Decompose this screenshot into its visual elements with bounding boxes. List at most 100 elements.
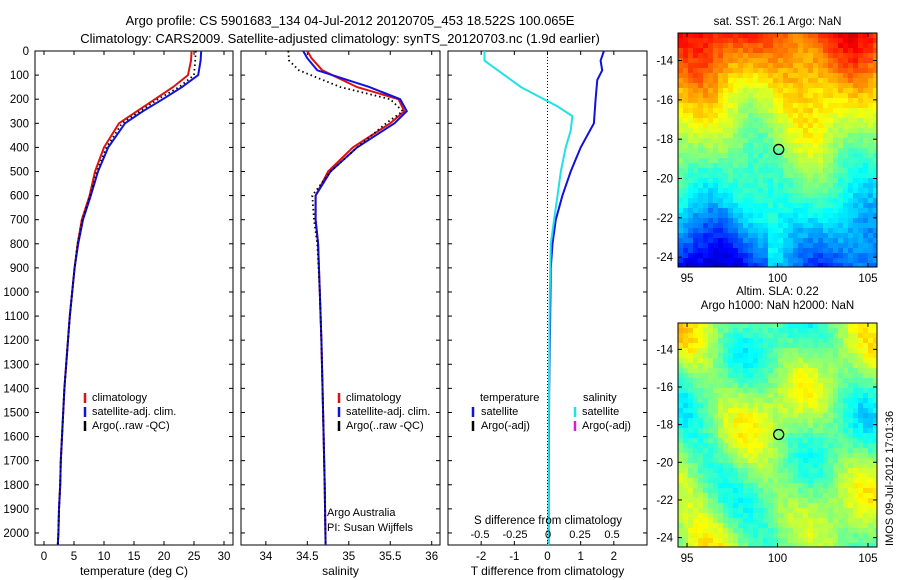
map-cell xyxy=(823,373,828,378)
map-cell xyxy=(803,408,808,413)
map-cell xyxy=(793,443,798,448)
map-cell xyxy=(708,53,713,58)
map-cell xyxy=(873,438,877,443)
map-cell xyxy=(863,243,868,248)
map-cell xyxy=(868,388,873,393)
map-cell xyxy=(793,433,798,438)
map-cell xyxy=(838,373,843,378)
map-cell xyxy=(803,103,808,108)
map-cell xyxy=(703,233,708,238)
map-cell xyxy=(748,453,753,458)
map-cell xyxy=(688,248,693,253)
map-cell xyxy=(733,473,738,478)
map-cell xyxy=(763,428,768,433)
map-cell xyxy=(728,248,733,253)
map-cell xyxy=(703,203,708,208)
map-cell xyxy=(788,108,793,113)
map-cell xyxy=(788,363,793,368)
map-cell xyxy=(738,178,743,183)
map-cell xyxy=(818,448,823,453)
map-cell xyxy=(783,443,788,448)
map-cell xyxy=(833,358,838,363)
map-cell xyxy=(863,73,868,78)
difference-x-tick-label: -1 xyxy=(509,551,519,563)
map-cell xyxy=(828,58,833,63)
map-cell xyxy=(818,438,823,443)
map-cell xyxy=(693,68,698,73)
map-cell xyxy=(833,413,838,418)
map-cell xyxy=(793,168,798,173)
map-cell xyxy=(868,328,873,333)
map-cell xyxy=(773,353,778,358)
map-cell xyxy=(723,223,728,228)
map-cell xyxy=(693,233,698,238)
map-cell xyxy=(813,383,818,388)
map-cell xyxy=(803,473,808,478)
temperature-profile-plot: 0100200300400500600700800900100011001200… xyxy=(3,46,234,578)
map-cell xyxy=(743,508,748,513)
map-cell xyxy=(763,358,768,363)
map-cell xyxy=(728,128,733,133)
map-cell xyxy=(738,43,743,48)
map-cell xyxy=(853,148,858,153)
map-cell xyxy=(863,133,868,138)
map-cell xyxy=(853,343,858,348)
map-cell xyxy=(743,453,748,458)
map-cell xyxy=(713,108,718,113)
map-cell xyxy=(708,228,713,233)
map-cell xyxy=(693,63,698,68)
map-cell xyxy=(733,163,738,168)
map-cell xyxy=(723,528,728,533)
map-cell xyxy=(738,473,743,478)
map-cell xyxy=(723,168,728,173)
map-cell xyxy=(688,208,693,213)
map-cell xyxy=(688,33,693,38)
map-cell xyxy=(843,533,848,538)
map-cell xyxy=(753,118,758,123)
map-cell xyxy=(833,223,838,228)
map-cell xyxy=(853,238,858,243)
temperature-x-tick-label: 0 xyxy=(41,551,47,563)
map-cell xyxy=(753,353,758,358)
map-cell xyxy=(693,503,698,508)
map-cell xyxy=(678,453,683,458)
map-cell xyxy=(873,128,877,133)
map-cell xyxy=(788,418,793,423)
map-cell xyxy=(808,418,813,423)
map-y-tick-label: -24 xyxy=(656,533,673,545)
map-cell xyxy=(733,458,738,463)
map-cell xyxy=(678,208,683,213)
map-cell xyxy=(838,103,843,108)
map-cell xyxy=(733,203,738,208)
map-cell xyxy=(683,328,688,333)
map-cell xyxy=(848,333,853,338)
map-cell xyxy=(733,418,738,423)
map-cell xyxy=(773,148,778,153)
map-cell xyxy=(818,378,823,383)
map-cell xyxy=(873,333,877,338)
map-cell xyxy=(853,48,858,53)
map-cell xyxy=(813,163,818,168)
map-cell xyxy=(723,468,728,473)
map-cell xyxy=(858,208,863,213)
depth-tick-label: 700 xyxy=(10,215,29,227)
map-cell xyxy=(783,248,788,253)
map-cell xyxy=(863,53,868,58)
map-cell xyxy=(833,138,838,143)
map-cell xyxy=(773,248,778,253)
map-cell xyxy=(743,258,748,263)
map-cell xyxy=(813,388,818,393)
map-cell xyxy=(773,393,778,398)
map-cell xyxy=(858,353,863,358)
map-cell xyxy=(868,408,873,413)
map-cell xyxy=(828,78,833,83)
map-cell xyxy=(723,503,728,508)
map-cell xyxy=(703,388,708,393)
map-cell xyxy=(733,73,738,78)
map-cell xyxy=(848,443,853,448)
map-cell xyxy=(758,163,763,168)
map-cell xyxy=(713,498,718,503)
map-cell xyxy=(678,338,683,343)
map-cell xyxy=(803,418,808,423)
map-cell xyxy=(748,493,753,498)
